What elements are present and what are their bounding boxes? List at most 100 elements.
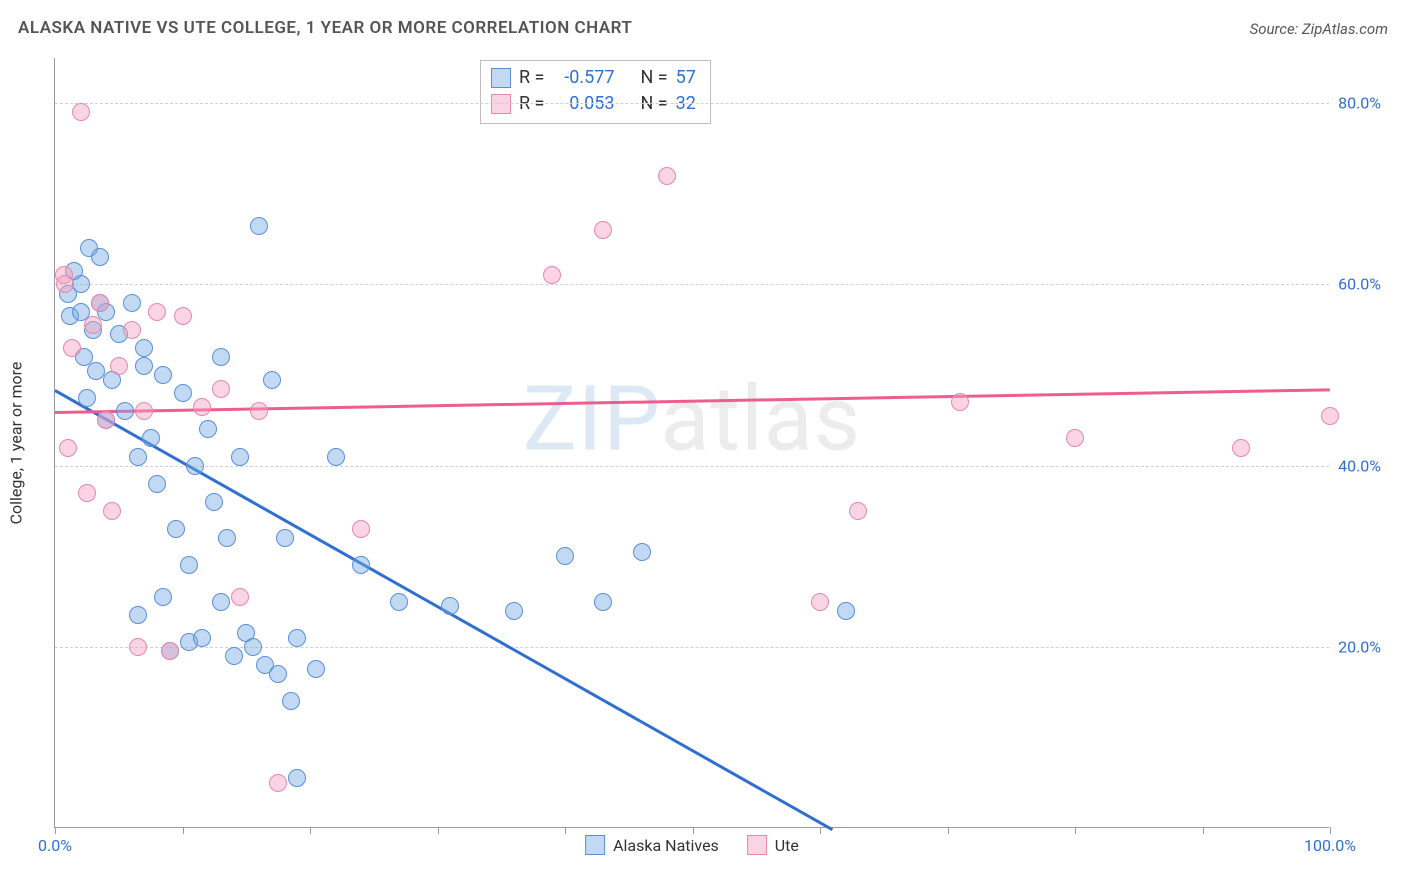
legend-swatch xyxy=(491,68,511,88)
data-point xyxy=(167,520,185,538)
data-point xyxy=(59,439,77,457)
data-point xyxy=(244,638,262,656)
data-point xyxy=(193,629,211,647)
gridline-h xyxy=(55,466,1329,467)
x-tick xyxy=(438,827,439,834)
data-point xyxy=(556,547,574,565)
data-point xyxy=(97,411,115,429)
data-point xyxy=(594,593,612,611)
data-point xyxy=(231,448,249,466)
y-tick-label: 20.0% xyxy=(1338,637,1381,656)
chart-title: ALASKA NATIVE VS UTE COLLEGE, 1 YEAR OR … xyxy=(18,18,632,38)
data-point xyxy=(180,556,198,574)
data-point xyxy=(276,529,294,547)
x-tick-label: 100.0% xyxy=(1304,836,1356,855)
gridline-h xyxy=(55,103,1329,104)
data-point xyxy=(269,774,287,792)
data-point xyxy=(103,502,121,520)
watermark: ZIPatlas xyxy=(523,367,861,472)
legend-item: Alaska Natives xyxy=(585,835,719,855)
legend-swatch xyxy=(585,835,605,855)
n-label: N = xyxy=(640,65,667,91)
y-tick-label: 40.0% xyxy=(1338,456,1381,475)
data-point xyxy=(142,429,160,447)
data-point xyxy=(72,103,90,121)
x-tick xyxy=(820,827,821,834)
data-point xyxy=(837,602,855,620)
legend-stat-row: R = -0.577 N = 57 xyxy=(491,65,696,91)
data-point xyxy=(56,275,74,293)
n-value: 57 xyxy=(676,65,696,91)
data-point xyxy=(212,348,230,366)
data-point xyxy=(849,502,867,520)
data-point xyxy=(199,420,217,438)
data-point xyxy=(174,384,192,402)
plot-wrap: College, 1 year or more ZIPatlas R =-0.5… xyxy=(54,58,1386,828)
data-point xyxy=(154,588,172,606)
x-tick-label: 0.0% xyxy=(38,836,72,855)
data-point xyxy=(123,321,141,339)
r-label: R = xyxy=(519,65,544,91)
data-point xyxy=(129,606,147,624)
data-point xyxy=(129,638,147,656)
data-point xyxy=(212,593,230,611)
data-point xyxy=(116,402,134,420)
data-point xyxy=(1321,407,1339,425)
data-point xyxy=(205,493,223,511)
data-point xyxy=(1066,429,1084,447)
data-point xyxy=(250,217,268,235)
legend-label: Alaska Natives xyxy=(613,836,719,855)
data-point xyxy=(390,593,408,611)
data-point xyxy=(135,402,153,420)
data-point xyxy=(91,248,109,266)
data-point xyxy=(250,402,268,420)
y-tick-label: 60.0% xyxy=(1338,275,1381,294)
source-label: Source: ZipAtlas.com xyxy=(1250,20,1388,38)
data-point xyxy=(148,475,166,493)
y-tick-label: 80.0% xyxy=(1338,94,1381,113)
x-tick xyxy=(948,827,949,834)
data-point xyxy=(951,393,969,411)
data-point xyxy=(123,294,141,312)
data-point xyxy=(307,660,325,678)
data-point xyxy=(269,665,287,683)
x-tick xyxy=(693,827,694,834)
data-point xyxy=(231,588,249,606)
data-point xyxy=(505,602,523,620)
data-point xyxy=(212,380,230,398)
x-tick xyxy=(55,827,56,834)
data-point xyxy=(282,692,300,710)
y-axis-title: College, 1 year or more xyxy=(7,362,26,525)
data-point xyxy=(658,167,676,185)
data-point xyxy=(186,457,204,475)
x-tick xyxy=(1075,827,1076,834)
data-point xyxy=(633,543,651,561)
data-point xyxy=(154,366,172,384)
legend-bottom: Alaska Natives Ute xyxy=(585,835,799,855)
data-point xyxy=(87,362,105,380)
x-tick xyxy=(183,827,184,834)
trend-line xyxy=(55,389,1330,414)
legend-item: Ute xyxy=(747,835,799,855)
x-tick xyxy=(310,827,311,834)
data-point xyxy=(263,371,281,389)
data-point xyxy=(161,642,179,660)
data-point xyxy=(78,484,96,502)
data-point xyxy=(225,647,243,665)
data-point xyxy=(1232,439,1250,457)
data-point xyxy=(327,448,345,466)
data-point xyxy=(135,357,153,375)
data-point xyxy=(288,629,306,647)
data-point xyxy=(352,520,370,538)
data-point xyxy=(218,529,236,547)
data-point xyxy=(129,448,147,466)
data-point xyxy=(78,389,96,407)
x-tick xyxy=(565,827,566,834)
data-point xyxy=(441,597,459,615)
r-value: -0.577 xyxy=(552,65,614,91)
data-point xyxy=(193,398,211,416)
data-point xyxy=(72,275,90,293)
data-point xyxy=(110,357,128,375)
data-point xyxy=(135,339,153,357)
x-tick xyxy=(1203,827,1204,834)
